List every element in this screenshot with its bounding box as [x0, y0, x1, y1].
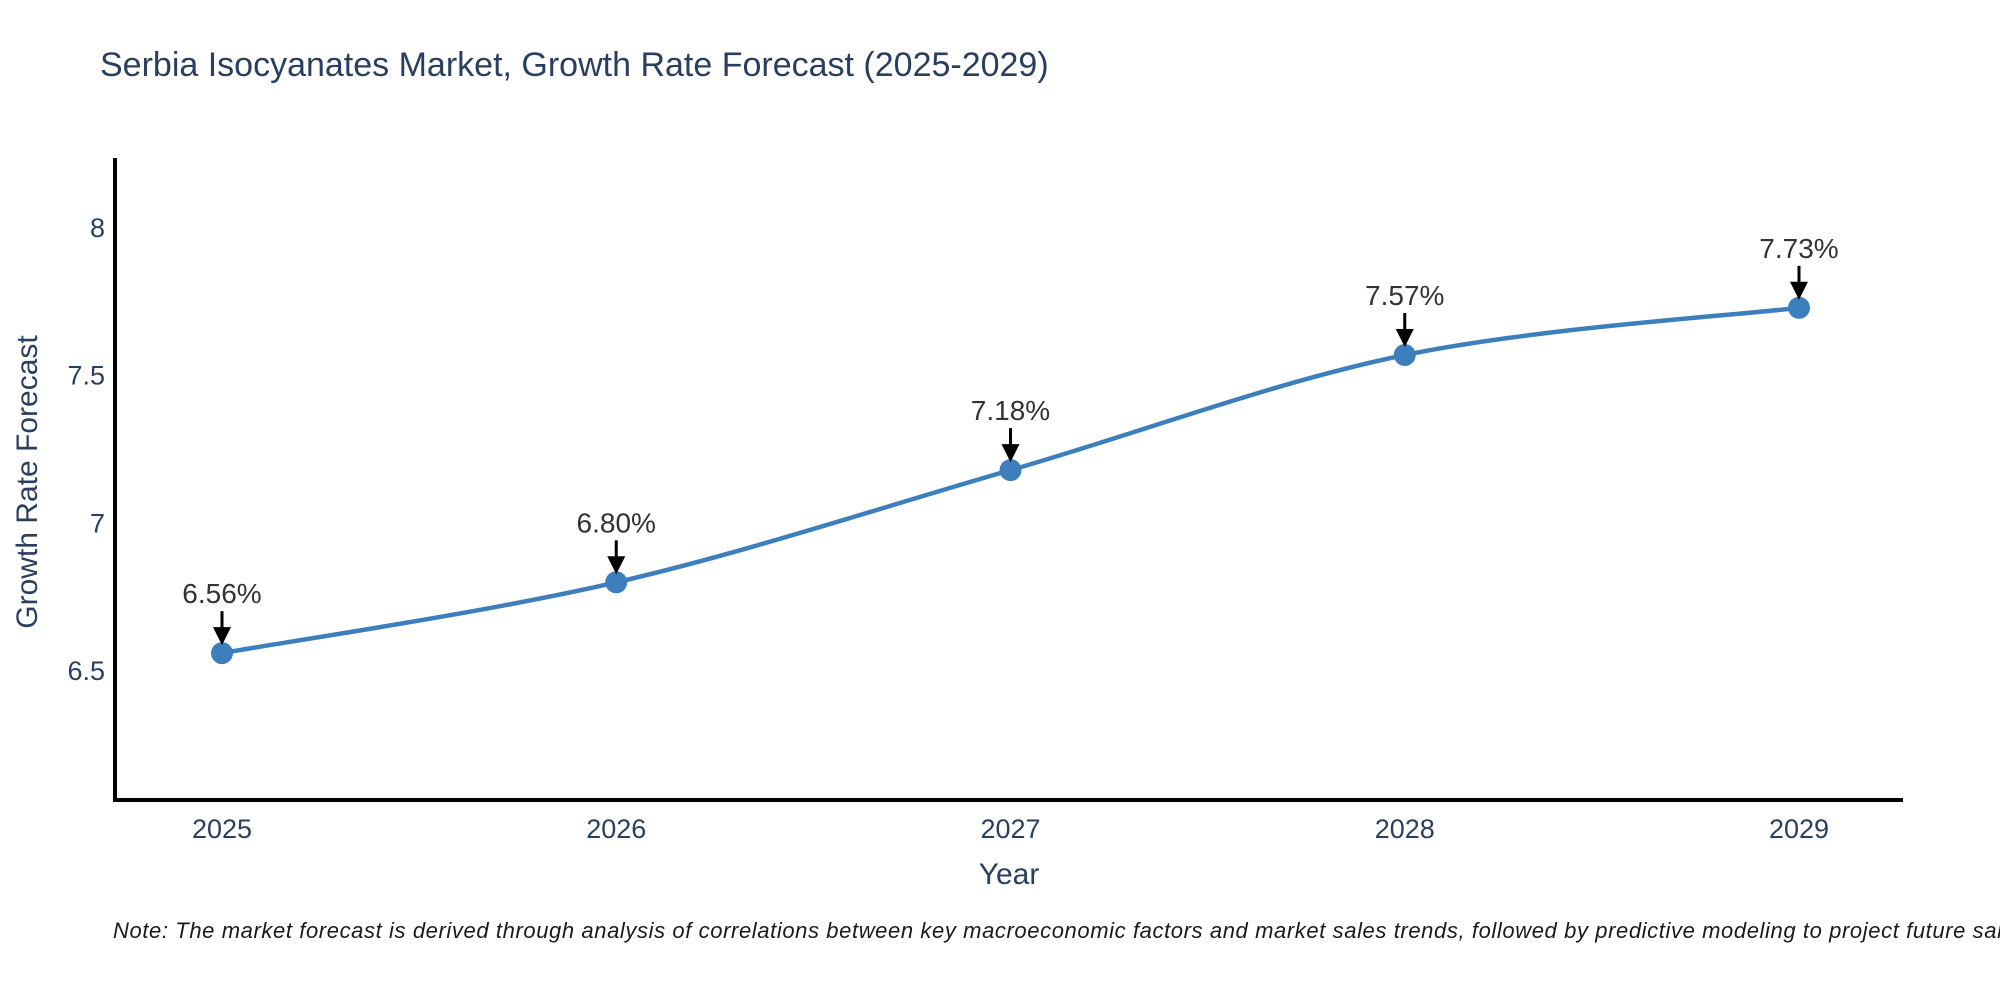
- point-value-label: 6.80%: [577, 507, 656, 538]
- data-point[interactable]: [210, 642, 233, 665]
- y-tick-label: 7: [90, 508, 105, 538]
- annotation-arrowhead-icon: [1001, 444, 1020, 463]
- point-value-label: 7.57%: [1365, 280, 1444, 311]
- chart-title: Serbia Isocyanates Market, Growth Rate F…: [100, 46, 1049, 84]
- point-value-label: 6.56%: [182, 578, 261, 609]
- annotation-arrowhead-icon: [1395, 329, 1414, 348]
- footnote: Note: The market forecast is derived thr…: [113, 918, 2000, 943]
- data-point[interactable]: [605, 571, 628, 594]
- x-tick-label: 2026: [586, 814, 646, 844]
- annotation-arrowhead-icon: [212, 627, 231, 646]
- x-tick-label: 2028: [1375, 814, 1435, 844]
- data-point[interactable]: [999, 459, 1022, 482]
- annotation-arrowhead-icon: [607, 556, 626, 575]
- annotation-arrowhead-icon: [1789, 281, 1808, 300]
- x-tick-label: 2025: [192, 814, 252, 844]
- x-tick-label: 2029: [1769, 814, 1829, 844]
- y-tick-label: 8: [90, 213, 105, 243]
- y-axis-title: Growth Rate Forecast: [11, 335, 44, 629]
- data-point[interactable]: [1393, 344, 1416, 367]
- y-tick-label: 6.5: [67, 656, 105, 686]
- point-value-label: 7.18%: [971, 395, 1050, 426]
- data-point[interactable]: [1787, 296, 1810, 319]
- x-axis-title: Year: [978, 858, 1040, 891]
- y-tick-label: 7.5: [67, 361, 105, 391]
- point-value-label: 7.73%: [1759, 233, 1838, 264]
- x-tick-label: 2027: [980, 814, 1040, 844]
